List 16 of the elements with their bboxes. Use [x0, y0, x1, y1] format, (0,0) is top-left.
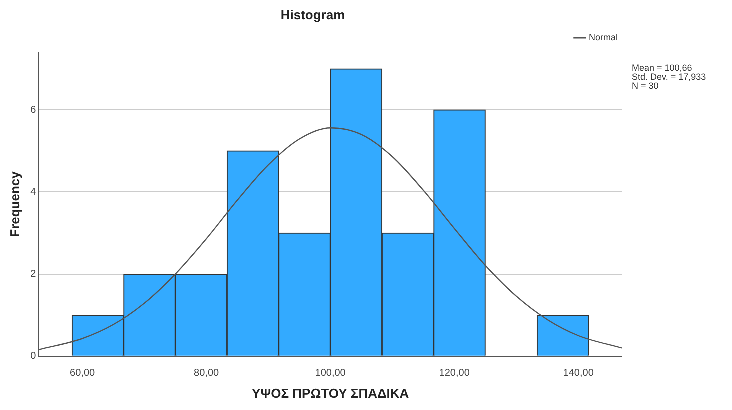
- y-axis-title: Frequency: [7, 170, 22, 238]
- text: N = 30: [632, 80, 659, 91]
- text: Mean = 100,66: [632, 62, 692, 73]
- text: Std. Dev. = 17,933: [632, 72, 706, 82]
- legend-label: Normal: [588, 32, 618, 43]
- x-axis-title: ΥΨΟΣ ΠΡΩΤΟΥ ΣΠΑΔΙΚΑ: [252, 386, 410, 401]
- x-tick-label: 120,00: [439, 368, 470, 380]
- chart-title: Histogram: [280, 7, 346, 22]
- x-tick-label: 140,00: [563, 368, 594, 380]
- y-tick-label: 0: [30, 351, 37, 362]
- x-tick-label: 100,00: [315, 368, 346, 380]
- y-tick-label: 6: [30, 104, 37, 116]
- y-tick-label: 4: [30, 186, 37, 198]
- x-tick-label: 80,00: [194, 368, 220, 380]
- x-tick-label: 60,00: [70, 368, 96, 380]
- y-tick-label: 2: [30, 269, 37, 280]
